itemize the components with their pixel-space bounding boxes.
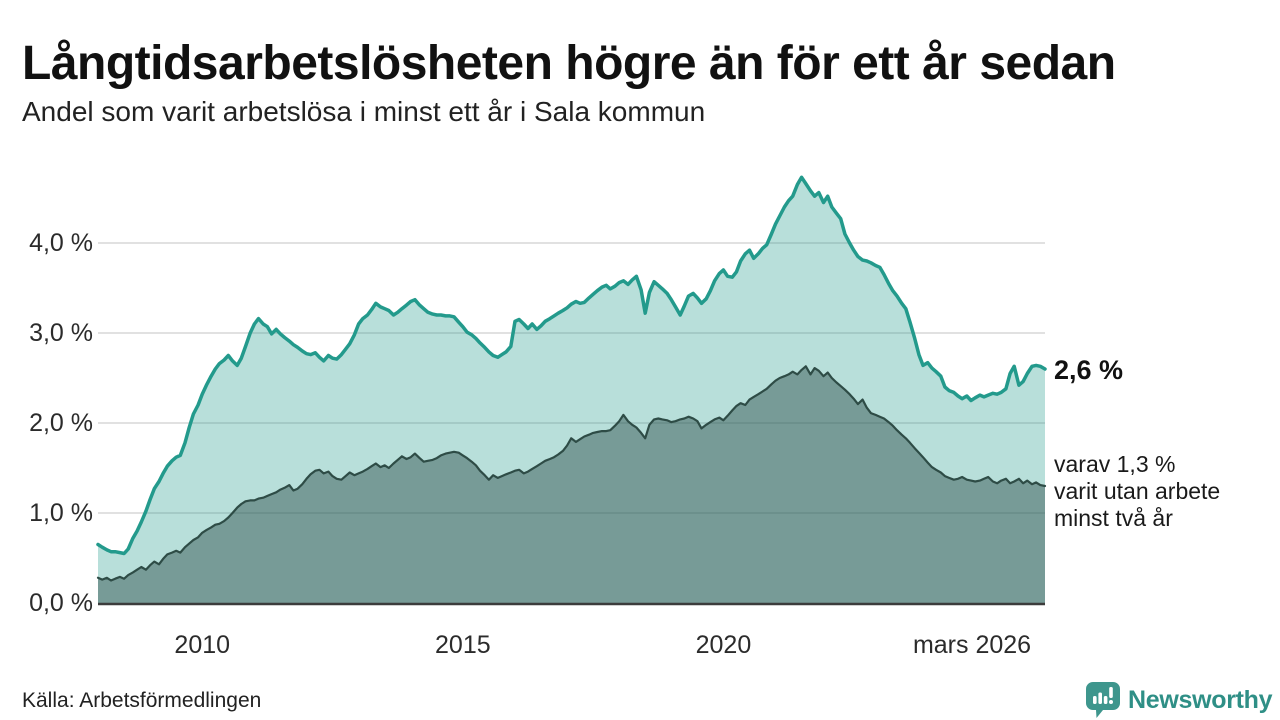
line-min-two-years — [96, 365, 1047, 582]
x-tick-label: mars 2026 — [912, 631, 1032, 659]
y-tick-label: 4,0 % — [29, 229, 93, 257]
secondary-series-annotation: varav 1,3 % varit utan arbete minst två … — [1054, 451, 1220, 532]
source-attribution: Källa: Arbetsförmedlingen — [22, 689, 262, 712]
area-fill-min-two-years — [98, 366, 1045, 603]
newsworthy-wordmark: Newsworthy — [1128, 685, 1273, 714]
annotation-line: minst två år — [1054, 505, 1173, 531]
latest-value-label: 2,6 % — [1054, 355, 1124, 385]
x-tick-label: 2015 — [435, 631, 491, 659]
y-tick-label: 3,0 % — [29, 319, 93, 347]
x-tick-label: 2020 — [695, 631, 752, 659]
y-tick-label: 0,0 % — [29, 589, 93, 617]
newsworthy-logo-icon — [1086, 682, 1120, 718]
y-tick-label: 2,0 % — [29, 409, 93, 437]
line-min-one-year — [96, 175, 1047, 556]
y-tick-label: 1,0 % — [29, 499, 93, 527]
page-title: Långtidsarbetslösheten högre än för ett … — [22, 37, 1116, 91]
annotation-line: varav 1,3 % — [1054, 451, 1176, 477]
page-subtitle: Andel som varit arbetslösa i minst ett å… — [22, 96, 706, 127]
newsworthy-brand: Newsworthy — [1086, 682, 1273, 718]
area-fill-min-one-year — [98, 177, 1045, 604]
annotation-line: varit utan arbete — [1054, 478, 1221, 504]
x-tick-label: 2010 — [174, 631, 231, 659]
